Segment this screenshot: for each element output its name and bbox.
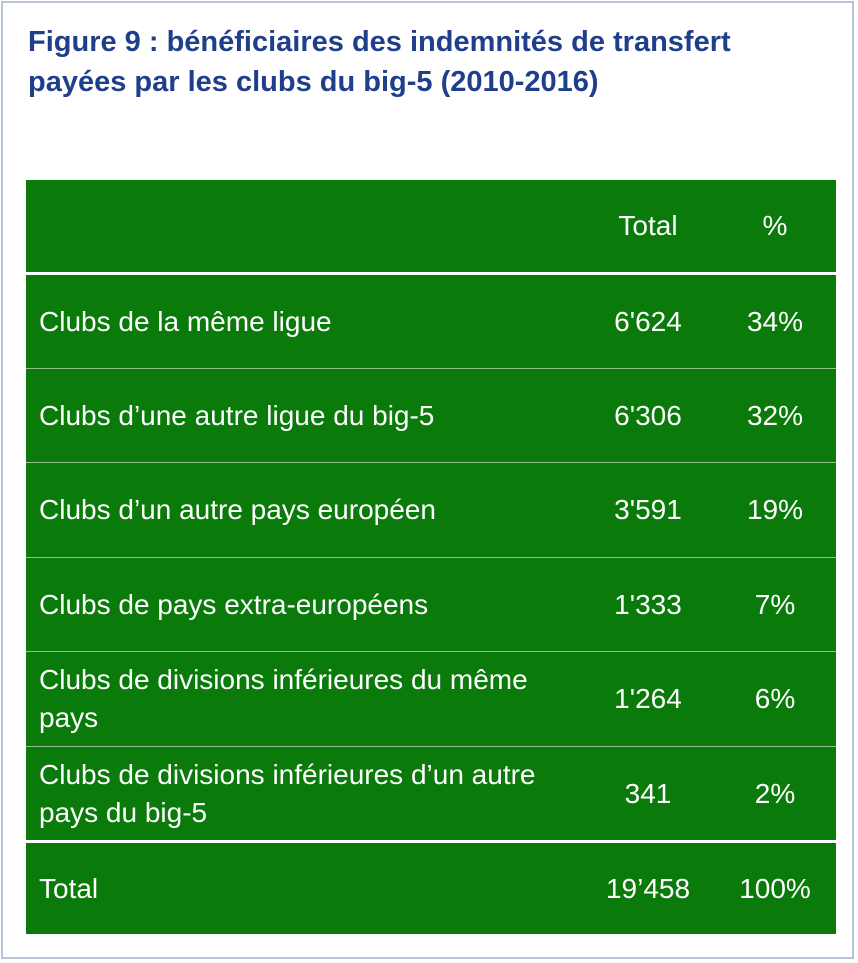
row-label: Clubs de divisions inférieures du même p…	[39, 664, 528, 733]
table-row: Clubs de divisions inférieures d’un autr…	[26, 746, 836, 840]
row-total: 3'591	[614, 494, 682, 525]
row-label: Clubs d’un autre pays européen	[39, 494, 436, 525]
header-percent: %	[762, 210, 788, 241]
table-row: Clubs de divisions inférieures du même p…	[26, 651, 836, 746]
header-total: Total	[618, 210, 678, 241]
row-percent: 34%	[746, 305, 804, 337]
table-row: Clubs de la même ligue 6'624 34%	[26, 272, 836, 368]
row-total: 1'333	[614, 588, 682, 620]
table-row: Clubs d’une autre ligue du big-5 6'306 3…	[26, 368, 836, 462]
row-percent: 19%	[746, 494, 804, 525]
row-percent: 6%	[754, 683, 796, 714]
row-percent: 2%	[754, 777, 796, 809]
figure-title: Figure 9 : bénéficiaires des indemnités …	[28, 26, 731, 98]
row-total: 341	[624, 777, 672, 809]
row-label: Clubs d’une autre ligue du big-5	[39, 399, 435, 431]
row-total: 6'624	[614, 305, 682, 337]
table-row: Clubs de pays extra-européens 1'333 7%	[26, 557, 836, 651]
table-total-row: Total 19’458 100%	[26, 840, 836, 934]
total-percent: 100%	[739, 872, 811, 904]
total-label: Total	[39, 872, 99, 904]
row-percent: 7%	[754, 588, 796, 620]
row-percent: 32%	[746, 399, 804, 431]
row-total: 6'306	[614, 399, 682, 431]
row-label: Clubs de divisions inférieures d’un autr…	[39, 758, 536, 828]
row-label: Clubs de la même ligue	[39, 305, 332, 337]
table-row: Clubs d’un autre pays européen 3'591 19%	[26, 462, 836, 557]
table-header-row: Total %	[26, 180, 836, 272]
data-table: Total % Clubs de la même ligue 6'624 34%…	[26, 180, 836, 934]
row-label: Clubs de pays extra-européens	[39, 588, 429, 620]
total-value: 19’458	[605, 872, 691, 904]
row-total: 1'264	[614, 683, 682, 714]
